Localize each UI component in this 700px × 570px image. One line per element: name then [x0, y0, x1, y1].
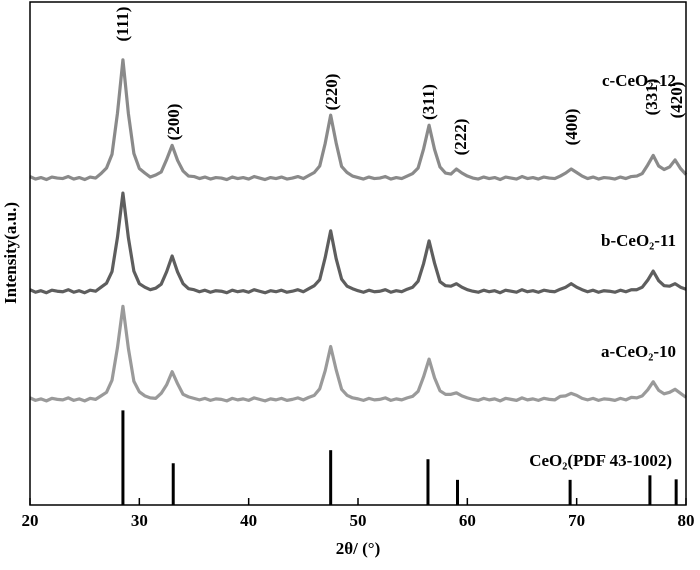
x-tick-label: 30 [131, 511, 148, 530]
series-label: CeO₂(PDF 43-1002) [529, 451, 672, 470]
x-tick-label: 80 [678, 511, 695, 530]
peak-label: (311) [419, 84, 438, 120]
peak-label: (331) [642, 79, 661, 116]
series-label: b-CeO₂-11 [601, 231, 676, 250]
series-label: c-CeO₂-12 [602, 71, 676, 90]
x-axis-label: 2θ/ (°) [336, 539, 380, 558]
series-label: a-CeO₂-10 [601, 342, 676, 361]
x-tick-label: 40 [240, 511, 257, 530]
peak-label: (111) [113, 7, 132, 42]
y-axis-label: Intensity(a.u.) [1, 202, 20, 304]
xrd-pattern [29, 58, 688, 182]
peak-label: (200) [164, 104, 183, 141]
x-tick-label: 20 [22, 511, 39, 530]
x-tick-label: 60 [459, 511, 476, 530]
plot-frame [29, 1, 687, 506]
peak-label: (420) [667, 82, 686, 119]
x-tick-label: 50 [350, 511, 367, 530]
peak-label: (220) [322, 74, 341, 111]
x-tick-label: 70 [568, 511, 585, 530]
peak-label: (400) [562, 109, 581, 146]
xrd-pattern [29, 304, 687, 403]
xrd-pattern [29, 191, 687, 295]
peak-label: (222) [451, 119, 470, 156]
